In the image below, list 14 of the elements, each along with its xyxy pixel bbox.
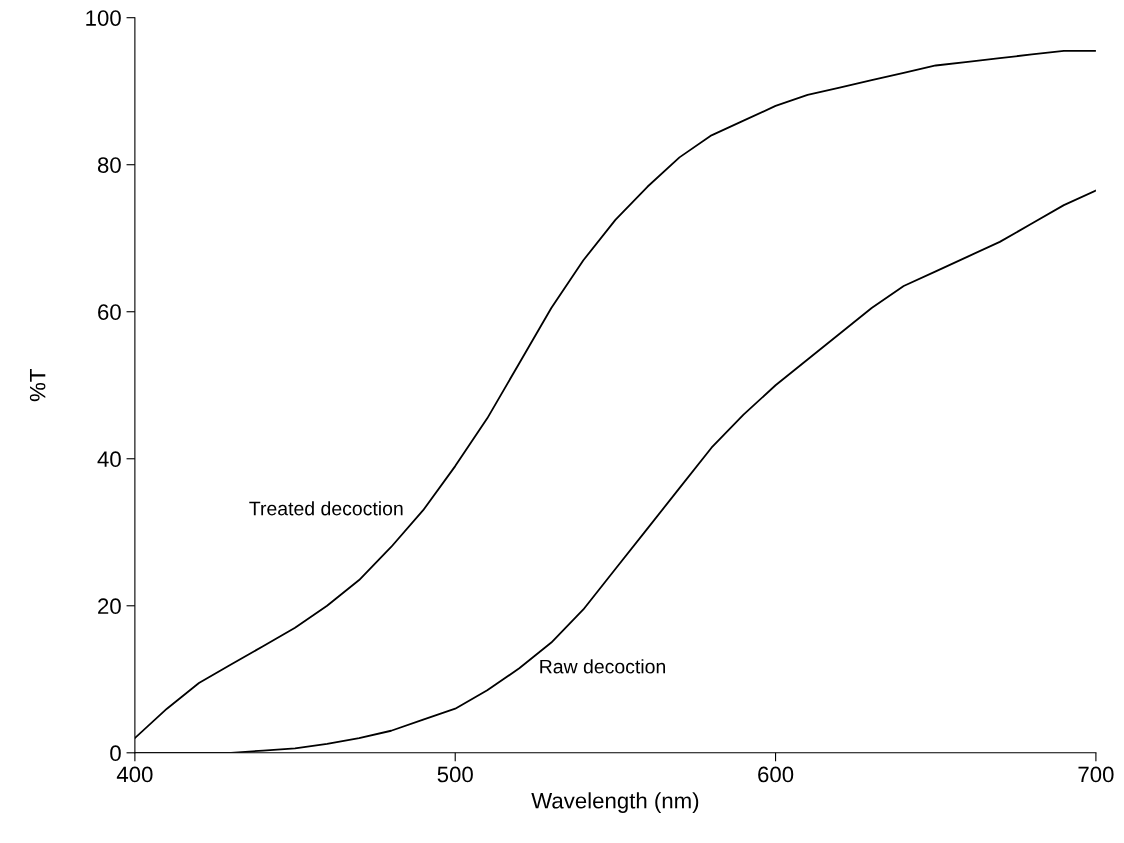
y-tick-label: 80 <box>97 157 121 173</box>
y-tick-label: 60 <box>98 304 121 321</box>
y-tick-label: 20 <box>98 598 121 615</box>
x-tick-label: 600 <box>758 766 794 783</box>
y-axis-title: %T <box>29 369 46 402</box>
series-label: Treated decoction <box>249 501 403 516</box>
x-axis-title: Wavelength (nm) <box>531 792 699 813</box>
y-tick-label: 40 <box>97 451 121 468</box>
y-tick-label: 0 <box>110 745 121 762</box>
x-tick-label: 400 <box>116 766 153 783</box>
y-tick-label: 100 <box>86 10 121 26</box>
x-tick-label: 500 <box>437 766 473 783</box>
x-tick-label: 700 <box>1078 766 1114 783</box>
series-label: Raw decoction <box>540 659 666 674</box>
